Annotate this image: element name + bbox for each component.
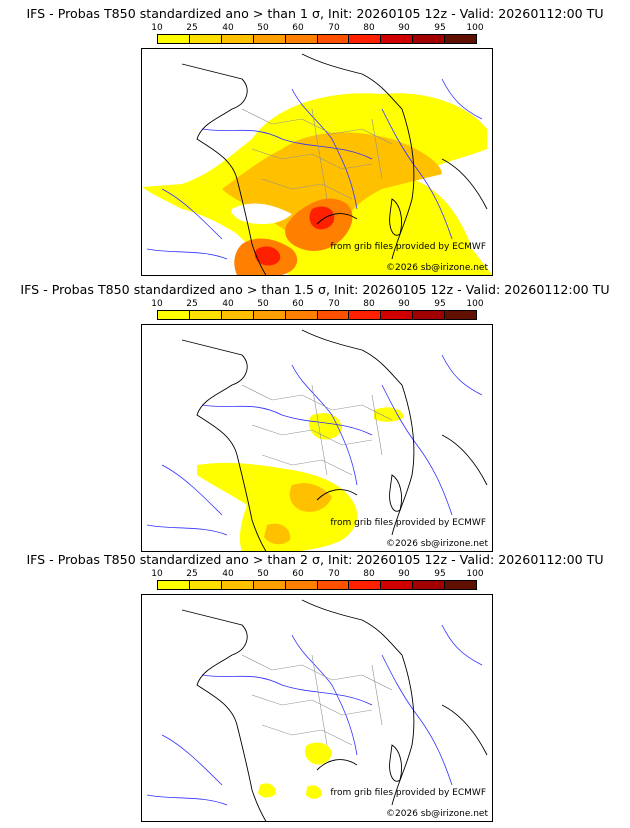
colorbar-label: 100 xyxy=(466,299,484,309)
admin-borders xyxy=(241,384,393,476)
colorbar-label: 80 xyxy=(363,299,375,309)
coastlines xyxy=(181,53,488,275)
colorbar-label: 60 xyxy=(292,23,304,33)
colorbar-segment xyxy=(221,581,254,589)
colorbar-segment xyxy=(413,581,446,589)
colorbar-label: 70 xyxy=(328,299,340,309)
colorbar-segment xyxy=(445,581,477,589)
colorbar-label: 100 xyxy=(466,569,484,579)
colorbar-segment xyxy=(445,311,477,319)
data-credit: from grib files provided by ECMWF xyxy=(330,242,486,252)
colorbar-label: 25 xyxy=(186,23,198,33)
colorbar-segment xyxy=(349,581,382,589)
colorbar xyxy=(157,580,477,590)
colorbar-segment xyxy=(221,311,254,319)
panel-1: IFS - Probas T850 standardized ano > tha… xyxy=(0,0,630,276)
panel-title: IFS - Probas T850 standardized ano > tha… xyxy=(26,6,604,21)
colorbar-segment xyxy=(221,35,254,43)
colorbar-segment xyxy=(158,311,190,319)
colorbar-segment xyxy=(253,581,286,589)
colorbar-label: 95 xyxy=(434,299,446,309)
colorbar-segment xyxy=(253,35,286,43)
probability-map: from grib files provided by ECMWF ©2026 … xyxy=(141,324,493,552)
colorbar xyxy=(157,310,477,320)
colorbar-label: 10 xyxy=(151,23,163,33)
colorbar-segment xyxy=(349,35,382,43)
colorbar-label: 25 xyxy=(186,299,198,309)
probability-map: from grib files provided by ECMWF ©2026 … xyxy=(141,594,493,822)
colorbar-label: 40 xyxy=(222,299,234,309)
data-credit: from grib files provided by ECMWF xyxy=(330,788,486,798)
colorbar-segment xyxy=(445,35,477,43)
colorbar-segment xyxy=(413,35,446,43)
rivers xyxy=(146,624,483,806)
colorbar-segment xyxy=(285,581,318,589)
colorbar-label: 50 xyxy=(257,569,269,579)
colorbar-label: 50 xyxy=(257,23,269,33)
colorbar-label: 90 xyxy=(398,569,410,579)
colorbar-label: 70 xyxy=(328,569,340,579)
colorbar-segment xyxy=(413,311,446,319)
colorbar-segment xyxy=(253,311,286,319)
colorbar xyxy=(157,34,477,44)
panel-title: IFS - Probas T850 standardized ano > tha… xyxy=(26,552,604,567)
colorbar-label: 10 xyxy=(151,569,163,579)
map-graphic xyxy=(142,53,492,275)
colorbar-label: 60 xyxy=(292,569,304,579)
colorbar-labels: 10 25 40 50 60 70 80 90 95 100 xyxy=(151,299,483,309)
colorbar-label: 90 xyxy=(398,23,410,33)
colorbar-label: 95 xyxy=(434,23,446,33)
probability-shading xyxy=(197,407,404,551)
map-graphic xyxy=(146,329,488,551)
map-graphic xyxy=(146,599,488,821)
colorbar-segment xyxy=(158,581,190,589)
copyright-text: ©2026 sb@irizone.net xyxy=(386,539,488,549)
copyright-text: ©2026 sb@irizone.net xyxy=(386,809,488,819)
copyright-text: ©2026 sb@irizone.net xyxy=(386,263,488,273)
colorbar-label: 40 xyxy=(222,569,234,579)
coastlines xyxy=(181,599,488,821)
colorbar-label: 70 xyxy=(328,23,340,33)
colorbar-segment xyxy=(381,311,414,319)
colorbar-labels: 10 25 40 50 60 70 80 90 95 100 xyxy=(151,23,483,33)
colorbar-segment xyxy=(349,311,382,319)
colorbar-label: 60 xyxy=(292,299,304,309)
rivers xyxy=(146,354,483,536)
colorbar-segment xyxy=(189,311,222,319)
colorbar-segment xyxy=(189,581,222,589)
coastlines xyxy=(181,329,488,551)
colorbar-label: 25 xyxy=(186,569,198,579)
colorbar-segment xyxy=(317,311,350,319)
rivers xyxy=(146,78,483,260)
colorbar-label: 10 xyxy=(151,299,163,309)
panel-2: IFS - Probas T850 standardized ano > tha… xyxy=(0,276,630,552)
colorbar-label: 100 xyxy=(466,23,484,33)
colorbar-segment xyxy=(189,35,222,43)
panel-3: IFS - Probas T850 standardized ano > tha… xyxy=(0,546,630,822)
colorbar-segment xyxy=(285,35,318,43)
probability-shading xyxy=(258,742,332,799)
panel-title: IFS - Probas T850 standardized ano > tha… xyxy=(20,282,610,297)
colorbar-label: 80 xyxy=(363,569,375,579)
colorbar-label: 95 xyxy=(434,569,446,579)
admin-borders xyxy=(241,108,393,200)
colorbar-segment xyxy=(158,35,190,43)
colorbar-label: 90 xyxy=(398,299,410,309)
probability-map: from grib files provided by ECMWF ©2026 … xyxy=(141,48,493,276)
colorbar-label: 80 xyxy=(363,23,375,33)
colorbar-segment xyxy=(285,311,318,319)
colorbar-segment xyxy=(317,581,350,589)
colorbar-labels: 10 25 40 50 60 70 80 90 95 100 xyxy=(151,569,483,579)
data-credit: from grib files provided by ECMWF xyxy=(330,518,486,528)
colorbar-label: 40 xyxy=(222,23,234,33)
colorbar-segment xyxy=(381,581,414,589)
colorbar-segment xyxy=(381,35,414,43)
colorbar-segment xyxy=(317,35,350,43)
colorbar-label: 50 xyxy=(257,299,269,309)
admin-borders xyxy=(241,654,393,746)
